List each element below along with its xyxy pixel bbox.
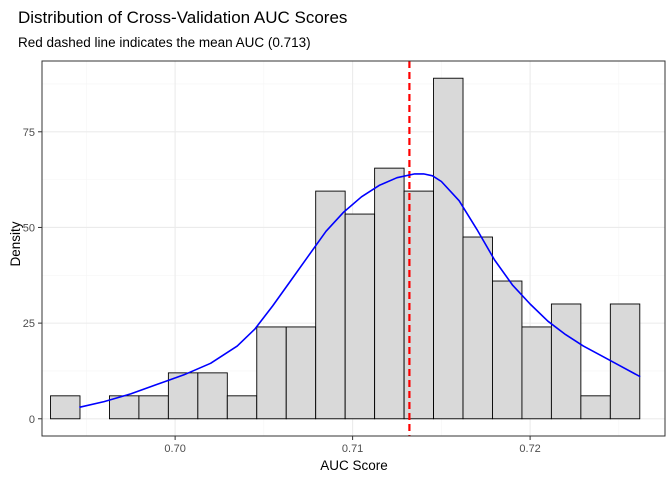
histogram-bar-7 — [226, 395, 258, 420]
plot-panel: 0.70 0.71 0.72 0 25 50 75 — [23, 60, 666, 455]
x-tick-label: 0.70 — [164, 443, 185, 455]
histogram-bar-9 — [285, 326, 317, 420]
y-tick-label: 0 — [29, 414, 35, 426]
x-axis-title: AUC Score — [320, 458, 388, 473]
x-tick-label: 0.71 — [342, 443, 363, 455]
histogram-bar-20 — [609, 303, 641, 420]
histogram-bar-12 — [374, 167, 405, 420]
y-tick-label: 50 — [23, 222, 35, 234]
histogram-bar-17 — [521, 326, 552, 420]
histogram-bar-8 — [256, 326, 287, 420]
panel-border — [41, 60, 666, 437]
chart-title: Distribution of Cross-Validation AUC Sco… — [18, 8, 347, 27]
histogram-bar-15 — [462, 236, 493, 420]
histogram-bar-11 — [344, 213, 376, 420]
y-tick-label: 25 — [23, 318, 35, 330]
histogram-bar-5 — [167, 372, 199, 420]
density-curve — [79, 173, 641, 409]
histogram-bar-4 — [138, 395, 169, 420]
histogram-bar-10 — [315, 190, 346, 420]
histogram-bar-16 — [492, 280, 523, 420]
y-tick-label: 75 — [23, 127, 35, 139]
histogram-bar-14 — [433, 77, 464, 420]
chart-subtitle: Red dashed line indicates the mean AUC (… — [18, 35, 311, 50]
y-axis-title: Density — [8, 221, 23, 266]
x-tick-label: 0.72 — [519, 443, 540, 455]
histogram-bar-1 — [50, 395, 81, 420]
histogram-bar-19 — [580, 395, 611, 420]
histogram-bar-6 — [197, 372, 228, 420]
histogram-bar-18 — [550, 303, 582, 420]
